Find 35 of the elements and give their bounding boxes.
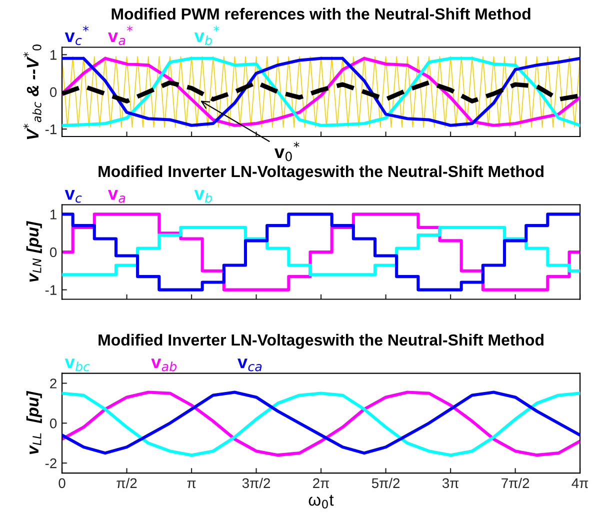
series-label: v$_{a}$ (108, 190, 126, 203)
x-tick-label: 5π/2 (372, 478, 400, 488)
series-label: v$_{bc}$ (64, 358, 90, 372)
y-tick-label: 1 (50, 50, 56, 60)
x-tick-label: π (187, 480, 196, 488)
series-label: v$_{a}$$^{*}$ (108, 26, 133, 46)
y-tick-label: -1 (45, 285, 56, 295)
y-axis-title: v$_{LL}$ [pu] (26, 390, 42, 454)
y-tick-label: 0 (50, 87, 57, 98)
chart-title: Modified PWM references with the Neutral-Shift Method (112, 8, 530, 20)
annotation: v$_{0}$$^{*}$ (274, 142, 300, 162)
y-tick-label: 0 (50, 247, 57, 258)
x-tick-label: 3π (442, 478, 459, 488)
y-tick-label: 0 (50, 418, 57, 428)
y-tick-label: 2 (50, 378, 56, 388)
series-label: v$_{ab}$ (151, 358, 176, 372)
series-label: v$_{c}$ (64, 190, 82, 203)
y-tick-label: 1 (50, 210, 56, 220)
x-tick-label: 0 (58, 478, 66, 488)
y-axis-title: V$^{*}$$_{abc}$ & --V$^{*}$$_{0}$ (23, 44, 42, 140)
series-label: v$_{c}$$^{*}$ (64, 26, 89, 46)
x-tick-label: 4π (572, 478, 588, 488)
y-axis-title: v$_{LN}$ [pu] (26, 221, 42, 282)
chart-title: Modified Inverter LN-Voltageswith the Neutral-Shift Method (98, 165, 544, 180)
series-label: v$_{ca}$ (238, 358, 262, 372)
chart-title: Modified Inverter LN-Voltageswith the Neutral-Shift Method (98, 334, 544, 349)
x-tick-label: 7π/2 (502, 478, 530, 488)
series-label: v$_{b}$ (194, 190, 212, 203)
x-tick-label: π/2 (116, 478, 137, 488)
y-tick-label: -1 (45, 124, 56, 134)
series-label: v$_{b}$$^{*}$ (194, 26, 220, 46)
x-axis-title: ω$_{0}$t (308, 494, 334, 509)
y-tick-label: -2 (45, 458, 56, 468)
x-tick-label: 2π (313, 478, 330, 488)
x-tick-label: 3π/2 (242, 478, 270, 488)
